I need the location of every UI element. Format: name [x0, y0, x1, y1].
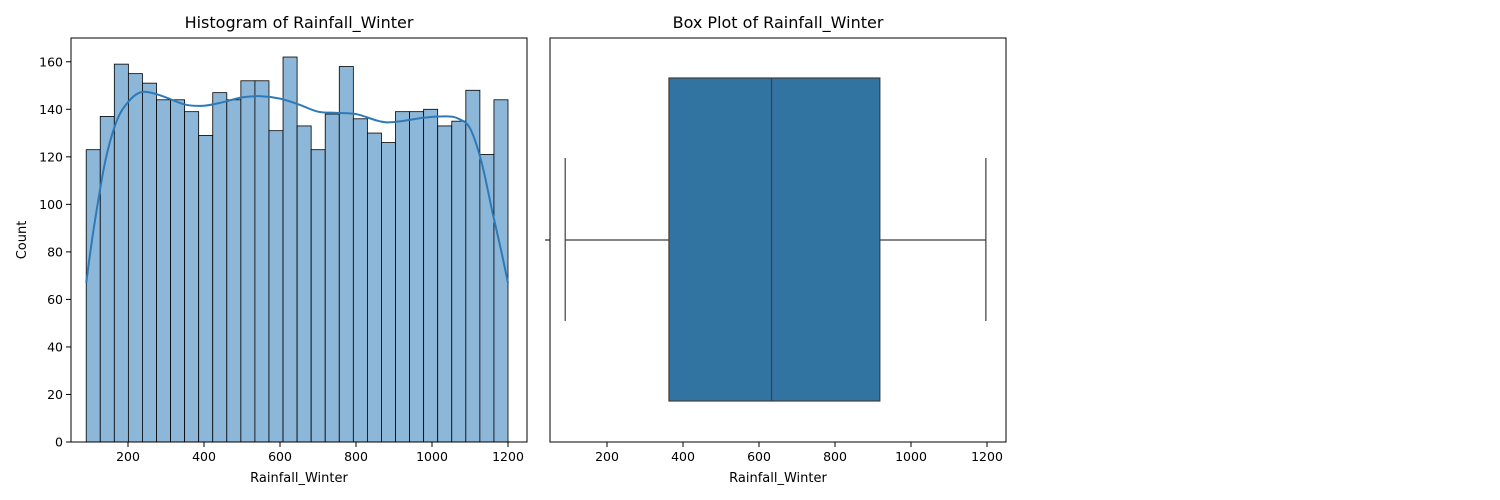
boxplot-panel: Box Plot of Rainfall_Winter 200 400 600 800… [545, 13, 1007, 486]
histogram-bar [310, 149, 326, 443]
histogram-title: Histogram of Rainfall_Winter [185, 13, 414, 33]
histogram-bar [324, 113, 340, 443]
histogram-bar [451, 120, 467, 443]
histogram-y-tick-label: 100 [39, 197, 63, 212]
histogram-bar [198, 135, 214, 443]
histogram-y-tick-label: 160 [39, 54, 63, 69]
boxplot-x-tick-label: 1200 [971, 449, 1003, 464]
histogram-bar [465, 89, 481, 443]
histogram-bar [99, 116, 115, 443]
boxplot-title: Box Plot of Rainfall_Winter [673, 13, 884, 33]
histogram-bar [352, 118, 368, 443]
histogram-y-tick-label: 60 [47, 292, 63, 307]
histogram-bar [142, 82, 157, 443]
histogram-bar [212, 92, 228, 443]
histogram-bars [85, 56, 509, 443]
histogram-bar [437, 125, 453, 443]
histogram-bar [226, 99, 242, 443]
histogram-x-tick-label: 1000 [416, 449, 448, 464]
histogram-bar [366, 132, 382, 443]
histogram-bar [395, 111, 410, 443]
histogram-bar [409, 111, 425, 443]
histogram-y-ticks: 0 20 40 60 80 100 120 140 160 [39, 54, 71, 450]
histogram-x-tick-label: 200 [116, 449, 140, 464]
histogram-y-tick-label: 0 [55, 435, 63, 450]
histogram-x-tick-label: 600 [268, 449, 292, 464]
histogram-y-tick-label: 120 [39, 149, 63, 164]
histogram-bar [338, 66, 354, 443]
histogram-bar [240, 80, 256, 443]
kde-curve [85, 90, 509, 283]
histogram-x-tick-label: 1200 [492, 449, 524, 464]
histogram-bar [268, 130, 284, 443]
histogram-y-tick-label: 40 [47, 339, 63, 354]
histogram-bar [254, 80, 270, 443]
boxplot-x-tick-label: 600 [747, 449, 771, 464]
boxplot-x-tick-label: 400 [671, 449, 695, 464]
histogram-x-tick-label: 400 [192, 449, 216, 464]
histogram-bar [282, 56, 298, 443]
histogram-bar [423, 108, 439, 443]
boxplot-elements [564, 77, 987, 402]
histogram-bar [127, 73, 143, 443]
boxplot-x-tick-label: 800 [823, 449, 847, 464]
boxplot-x-tick-label: 200 [595, 449, 619, 464]
histogram-y-tick-label: 140 [39, 102, 63, 117]
histogram-x-ticks: 200 400 600 800 1000 1200 [116, 442, 524, 464]
histogram-axes-frame [70, 37, 528, 443]
histogram-bar [296, 125, 312, 443]
histogram-bar [184, 111, 200, 443]
histogram-x-axis-label: Rainfall_Winter [250, 471, 348, 486]
histogram-bar [381, 142, 396, 443]
boxplot-x-ticks: 200 400 600 800 1000 1200 [595, 442, 1003, 464]
histogram-y-tick-label: 20 [47, 387, 63, 402]
boxplot-x-axis-label: Rainfall_Winter [729, 471, 827, 486]
histogram-bar [156, 99, 171, 443]
iqr-box [668, 77, 881, 402]
histogram-bar [85, 149, 101, 443]
histogram-bar [170, 99, 186, 443]
histogram-bar [479, 154, 495, 443]
histogram-x-tick-label: 800 [344, 449, 368, 464]
histogram-y-tick-label: 80 [47, 244, 63, 259]
histogram-y-axis-label: Count [15, 221, 30, 260]
histogram-panel: Histogram of Rainfall_Winter 200 400 600 80… [15, 13, 528, 486]
boxplot-x-tick-label: 1000 [895, 449, 927, 464]
